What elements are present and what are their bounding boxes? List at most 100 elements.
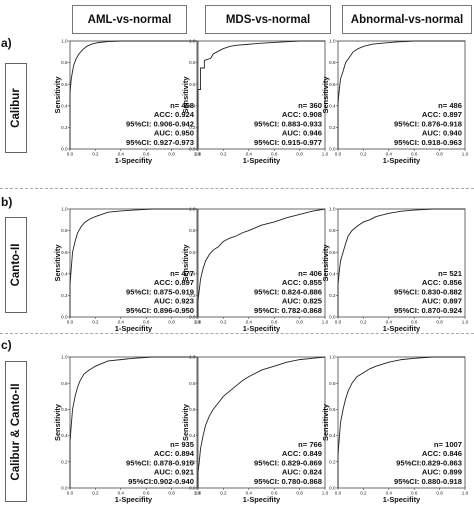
y-axis-label-r1c2: Sensitivity <box>181 76 190 114</box>
stat-line-r1c3: 95%CI: 0.876-0.918 <box>394 119 462 128</box>
row-label-calibur: Calibur <box>5 63 27 153</box>
y-tick-label-r3c2: 0.4 <box>189 433 196 438</box>
stat-line-r1c1: 95%CI: 0.927-0.973 <box>126 138 194 147</box>
stat-line-r2c1: AUC: 0.923 <box>154 297 194 306</box>
x-tick-label-r2c1: 1.0 <box>194 320 201 325</box>
stat-line-r3c2: 95%CI: 0.780-0.868 <box>254 477 322 486</box>
x-tick-label-r1c2: 0.4 <box>246 152 253 157</box>
y-tick-label-r3c1: 0.4 <box>61 433 68 438</box>
stat-line-r3c1: 95%CI:0.902-0.940 <box>128 477 194 486</box>
y-tick-label-r2c1: 0.2 <box>61 293 68 298</box>
plot-frame-r1c2 <box>197 40 326 150</box>
y-tick-label-r2c3: 0.2 <box>329 293 336 298</box>
y-tick-label-r2c1: 1.0 <box>61 207 68 212</box>
y-axis-label-r3c1: Sensitivity <box>53 403 62 441</box>
row-label-canto: Canto-II <box>5 217 27 313</box>
x-tick-label-r2c2: 0.0 <box>195 320 202 325</box>
plot-frame-r1c1 <box>69 40 198 150</box>
stat-line-r3c1: 95%CI: 0.878-0.910 <box>126 458 194 467</box>
y-tick-label-r2c3: 0.6 <box>329 250 336 255</box>
row-label-combined: Calibur & Canto-II <box>5 361 27 502</box>
y-tick-label-r1c2: 0.6 <box>189 82 196 87</box>
y-tick-label-r2c1: 0.4 <box>61 271 68 276</box>
plot-frame-r3c1 <box>69 356 198 489</box>
y-tick-label-r3c2: 0.6 <box>189 407 196 412</box>
x-tick-label-r3c2: 1.0 <box>322 491 329 496</box>
x-tick-label-r1c2: 1.0 <box>322 152 329 157</box>
y-tick-label-r1c2: 1.0 <box>189 39 196 44</box>
stat-line-r2c3: n= 521 <box>438 269 463 278</box>
y-tick-label-r2c2: 0.4 <box>189 271 196 276</box>
x-tick-label-r2c3: 0.0 <box>335 320 342 325</box>
x-axis-label-r1c1: 1-Specifity <box>115 156 153 165</box>
roc-curve-r1c2 <box>197 40 325 149</box>
roc-curve-r1c3 <box>337 40 465 149</box>
y-axis-label-r2c1: Sensitivity <box>53 244 62 282</box>
stat-line-r3c2: ACC: 0.849 <box>282 449 322 458</box>
y-tick-label-r1c2: 0.8 <box>189 60 196 65</box>
roc-curve-r3c2 <box>197 356 326 488</box>
y-axis-label-r2c3: Sensitivity <box>321 244 330 282</box>
stat-line-r2c3: 95%CI: 0.870-0.924 <box>394 306 463 315</box>
stat-line-r2c2: AUC: 0.825 <box>282 297 323 306</box>
x-tick-label-r1c1: 0.6 <box>143 152 150 157</box>
y-tick-label-r1c3: 0.8 <box>329 60 336 65</box>
stat-line-r2c3: 95%CI: 0.830-0.882 <box>394 287 462 296</box>
x-tick-label-r2c2: 1.0 <box>322 320 329 325</box>
y-tick-label-r3c3: 0.2 <box>329 459 336 464</box>
stat-line-r2c2: 95%CI: 0.824-0.886 <box>254 287 322 296</box>
x-axis-label-r2c2: 1-Specifity <box>243 324 281 333</box>
x-tick-label-r3c2: 0.8 <box>296 491 303 496</box>
y-axis-label-r1c1: Sensitivity <box>53 76 62 114</box>
stat-line-r3c1: n= 935 <box>170 440 195 449</box>
row-letter-c: c) <box>1 338 12 352</box>
y-tick-label-r3c1: 1.0 <box>61 355 68 360</box>
x-tick-label-r1c3: 0.4 <box>386 152 393 157</box>
x-axis-label-r3c3: 1-Specifity <box>383 495 421 504</box>
column-header-mds: MDS-vs-normal <box>205 5 331 34</box>
x-tick-label-r1c1: 0.8 <box>168 152 175 157</box>
y-tick-label-r3c2: 0.8 <box>189 381 196 386</box>
y-tick-label-r1c3: 0.0 <box>329 147 336 152</box>
y-tick-label-r1c1: 0.8 <box>61 60 68 65</box>
roc-curve-r2c1 <box>69 208 197 317</box>
x-tick-label-r3c1: 0.0 <box>67 491 74 496</box>
roc-curve-r2c2 <box>197 208 326 317</box>
stat-line-r1c1: AUC: 0.950 <box>154 129 194 138</box>
x-axis-label-r1c2: 1-Specifity <box>243 156 281 165</box>
y-tick-label-r2c2: 1.0 <box>189 207 196 212</box>
x-tick-label-r3c3: 0.6 <box>411 491 418 496</box>
x-tick-label-r1c3: 1.0 <box>462 152 469 157</box>
column-header-abnormal: Abnormal-vs-normal <box>342 5 472 34</box>
y-tick-label-r3c3: 0.6 <box>329 407 336 412</box>
x-tick-label-r3c3: 0.2 <box>360 491 367 496</box>
roc-curve-r2c3 <box>337 208 465 317</box>
x-tick-label-r1c3: 0.6 <box>411 152 418 157</box>
y-tick-label-r1c1: 0.4 <box>61 103 68 108</box>
x-tick-label-r3c1: 0.8 <box>168 491 175 496</box>
y-tick-label-r1c3: 0.2 <box>329 125 336 130</box>
x-tick-label-r2c1: 0.4 <box>118 320 125 325</box>
stat-line-r3c3: n= 1007 <box>434 440 462 449</box>
column-header-aml: AML-vs-normal <box>72 5 187 34</box>
x-tick-label-r2c2: 0.6 <box>271 320 278 325</box>
x-tick-label-r1c2: 0.2 <box>220 152 227 157</box>
stat-line-r2c2: n= 406 <box>298 269 322 278</box>
y-tick-label-r2c3: 1.0 <box>329 207 336 212</box>
x-tick-label-r3c1: 0.4 <box>118 491 125 496</box>
x-tick-label-r3c1: 1.0 <box>194 491 201 496</box>
stat-line-r1c3: n= 486 <box>438 101 462 110</box>
y-tick-label-r1c3: 0.4 <box>329 103 336 108</box>
stat-line-r3c1: AUC: 0.921 <box>154 468 195 477</box>
stat-line-r3c2: 95%CI: 0.829-0.869 <box>254 458 322 467</box>
y-axis-label-r3c3: Sensitivity <box>321 403 330 441</box>
stat-line-r3c2: n= 766 <box>298 440 322 449</box>
plot-frame-r3c2 <box>197 356 326 489</box>
stat-line-r2c3: AUC: 0.897 <box>422 297 462 306</box>
stat-line-r2c1: ACC: 0.897 <box>154 278 194 287</box>
x-tick-label-r1c3: 0.2 <box>360 152 367 157</box>
x-tick-label-r2c2: 0.2 <box>220 320 227 325</box>
stat-line-r1c3: ACC: 0.897 <box>422 110 462 119</box>
stat-line-r2c2: 95%CI: 0.782-0.868 <box>254 306 322 315</box>
